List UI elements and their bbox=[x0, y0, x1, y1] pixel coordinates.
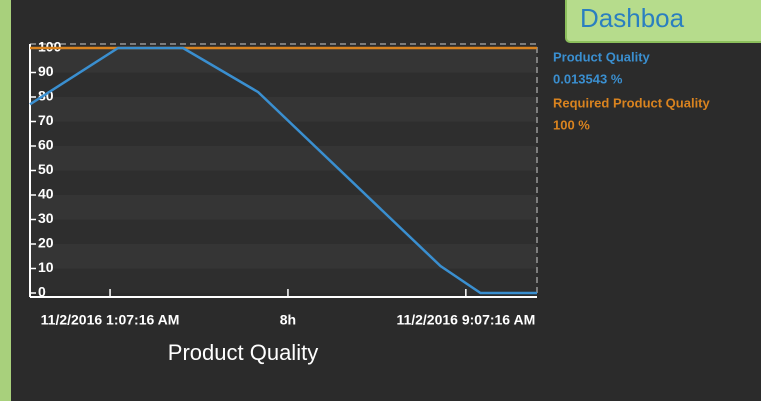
x-tick-label: 11/2/2016 1:07:16 AM bbox=[41, 312, 180, 328]
y-tick-label: 50 bbox=[38, 161, 54, 177]
dashboard-tab[interactable] bbox=[565, 0, 761, 43]
x-tick-label: 8h bbox=[280, 312, 296, 328]
stripe bbox=[30, 219, 537, 244]
left-border bbox=[0, 0, 11, 401]
legend-name: Required Product Quality bbox=[553, 95, 711, 110]
stripe bbox=[30, 195, 537, 220]
y-tick-label: 100 bbox=[38, 39, 62, 55]
y-tick-label: 20 bbox=[38, 235, 54, 251]
stripe bbox=[30, 244, 537, 269]
stripe bbox=[30, 268, 537, 293]
y-tick-label: 10 bbox=[38, 259, 54, 275]
y-tick-label: 40 bbox=[38, 186, 54, 202]
stripe bbox=[30, 72, 537, 97]
x-axis-label: Product Quality bbox=[168, 340, 318, 365]
stripe bbox=[30, 170, 537, 195]
y-tick-label: 0 bbox=[38, 284, 46, 300]
y-tick-label: 70 bbox=[38, 112, 54, 128]
stripe bbox=[30, 121, 537, 146]
y-tick-label: 30 bbox=[38, 210, 54, 226]
legend-value: 0.013543 % bbox=[553, 71, 623, 86]
series-line bbox=[29, 46, 537, 295]
tab-label[interactable]: Dashboa bbox=[580, 3, 685, 33]
legend-value: 100 % bbox=[553, 117, 590, 132]
x-tick-label: 11/2/2016 9:07:16 AM bbox=[396, 312, 535, 328]
stripe bbox=[30, 48, 537, 73]
y-tick-label: 60 bbox=[38, 137, 54, 153]
y-tick-label: 90 bbox=[38, 63, 54, 79]
legend-name: Product Quality bbox=[553, 49, 651, 64]
stripe bbox=[30, 146, 537, 171]
